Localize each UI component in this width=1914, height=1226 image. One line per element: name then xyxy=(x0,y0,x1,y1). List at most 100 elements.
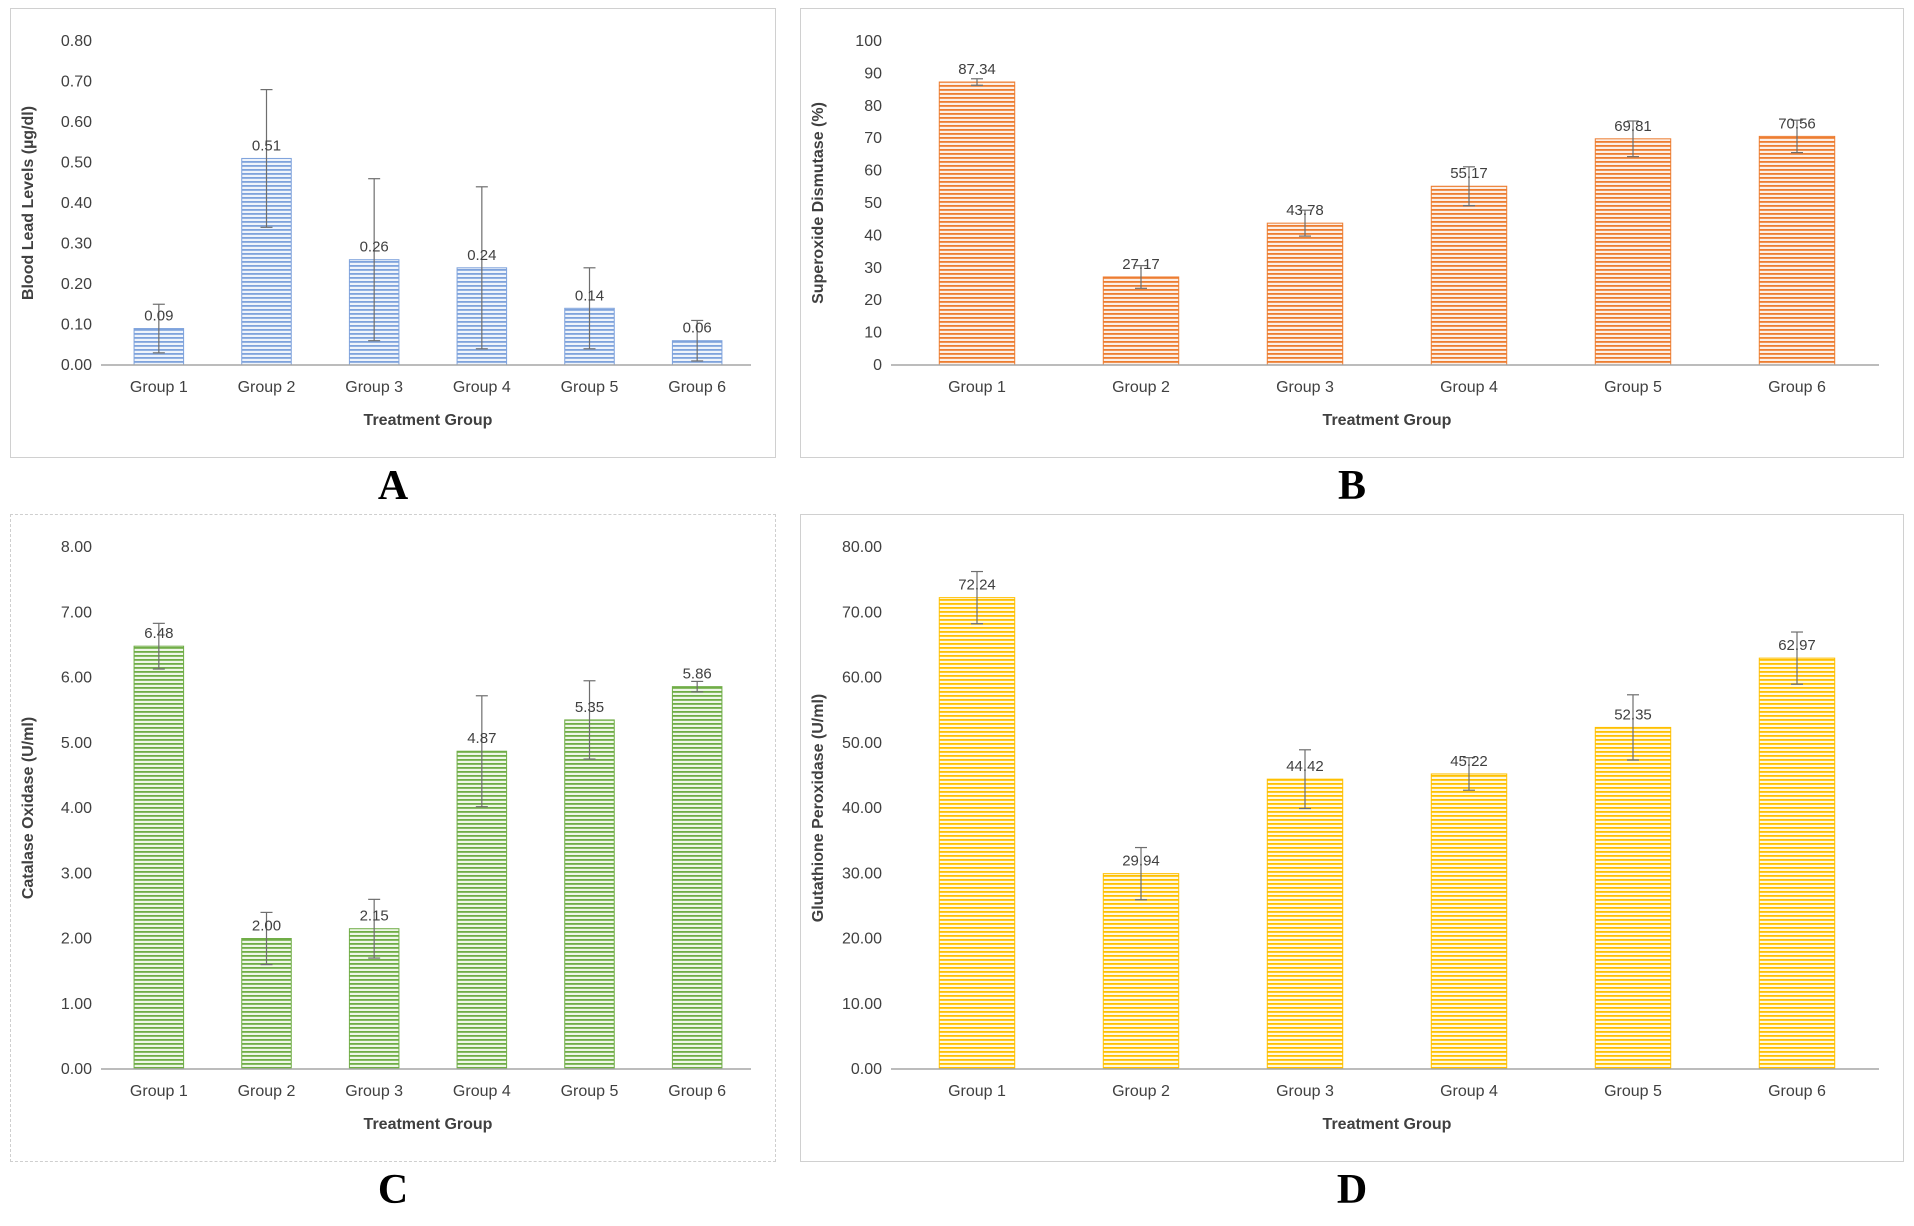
x-tick-label: Group 6 xyxy=(1768,379,1826,396)
value-label: 4.87 xyxy=(467,730,496,747)
y-tick-label: 0.60 xyxy=(61,114,92,131)
value-label: 52.35 xyxy=(1614,706,1652,723)
y-axis-title: Superoxide Dismutase (%) xyxy=(810,102,827,304)
y-axis-title: Glutathione Peroxidase (U/ml) xyxy=(810,694,827,922)
y-tick-label: 0.20 xyxy=(61,276,92,293)
bar-group-5 xyxy=(1594,726,1672,1070)
y-tick-label: 0.10 xyxy=(61,317,92,334)
error-bar xyxy=(1135,265,1147,289)
y-axis-title: Blood Lead Levels (µg/dl) xyxy=(20,106,37,300)
x-tick-label: Group 1 xyxy=(948,379,1006,396)
error-bar xyxy=(1135,846,1147,901)
y-tick-label: 10 xyxy=(864,325,882,342)
bar-group-2 xyxy=(1102,873,1180,1070)
value-label: 62.97 xyxy=(1778,637,1816,654)
y-axis-title: Catalase Oxidase (U/ml) xyxy=(20,717,37,899)
error-bar xyxy=(1463,166,1475,207)
x-tick-label: Group 3 xyxy=(345,379,403,396)
x-tick-label: Group 3 xyxy=(345,1083,403,1100)
bar-group-4 xyxy=(1430,773,1508,1070)
error-bar xyxy=(1791,631,1803,685)
panel-label-c: C xyxy=(377,1167,409,1213)
chart-svg: 0.00 1.00 2.00 3.00 4.00 5.00 6.00 7.00 8.00 Cata… xyxy=(20,539,751,1133)
error-bar xyxy=(475,186,488,350)
error-bar xyxy=(1791,119,1803,154)
panel-label-d: D xyxy=(1336,1167,1368,1213)
bar-group-6 xyxy=(1758,657,1836,1070)
value-label: 0.51 xyxy=(252,137,281,154)
x-tick-label: Group 2 xyxy=(1112,1083,1170,1100)
x-tick-label: Group 3 xyxy=(1276,1083,1334,1100)
error-bar xyxy=(475,695,488,808)
chart-svg: 0.00 10.00 20.00 30.00 40.00 50.00 60.00 70.00 8… xyxy=(810,539,1879,1133)
error-bar xyxy=(260,88,273,228)
y-tick-label: 60 xyxy=(864,163,882,180)
x-tick-label: Group 1 xyxy=(130,379,188,396)
value-label: 0.09 xyxy=(144,308,173,325)
panel-c-catalase-oxidase: 0.00 1.00 2.00 3.00 4.00 5.00 6.00 7.00 8.00 Cata… xyxy=(10,514,776,1162)
y-tick-label: 80.00 xyxy=(842,539,882,556)
chart-glutathione-peroxidase: 0.00 10.00 20.00 30.00 40.00 50.00 60.00 70.00 8… xyxy=(801,515,1903,1161)
value-label: 0.26 xyxy=(360,239,389,256)
y-tick-label: 5.00 xyxy=(61,735,92,752)
x-axis-title: Treatment Group xyxy=(364,1116,493,1133)
error-bar xyxy=(368,178,381,342)
y-tick-label: 0.00 xyxy=(61,1061,92,1078)
y-tick-label: 30.00 xyxy=(842,865,882,882)
y-tick-label: 60.00 xyxy=(842,670,882,687)
error-bar xyxy=(152,622,165,670)
x-tick-label: Group 2 xyxy=(238,379,296,396)
value-label: 69.81 xyxy=(1614,118,1652,135)
y-tick-label: 10.00 xyxy=(842,996,882,1013)
x-tick-label: Group 1 xyxy=(130,1083,188,1100)
error-bar xyxy=(691,680,704,693)
bar-group-2 xyxy=(1102,276,1180,366)
error-bar xyxy=(260,911,273,966)
bar-group-3 xyxy=(1266,778,1344,1070)
value-label: 0.24 xyxy=(467,247,496,264)
error-bar xyxy=(691,319,704,362)
value-label: 72.24 xyxy=(958,577,996,594)
error-bar xyxy=(1463,757,1475,791)
value-label: 6.48 xyxy=(144,625,173,642)
x-tick-label: Group 6 xyxy=(1768,1083,1826,1100)
value-label: 87.34 xyxy=(958,61,996,78)
x-tick-label: Group 6 xyxy=(668,379,726,396)
chart-blood-lead-levels: 0.00 0.10 0.20 0.30 0.40 0.50 0.60 0.70 0.80 Bloo… xyxy=(11,9,775,457)
y-tick-label: 70.00 xyxy=(842,604,882,621)
x-tick-label: Group 4 xyxy=(1440,379,1498,396)
panel-b-superoxide-dismutase: 0 10 20 30 40 50 60 70 80 90 100 Superoxide Dismuta… xyxy=(800,8,1904,458)
bar-group-6 xyxy=(1758,135,1836,366)
x-axis-title: Treatment Group xyxy=(364,412,493,429)
y-tick-label: 20.00 xyxy=(842,931,882,948)
x-axis-title: Treatment Group xyxy=(1323,412,1452,429)
panel-a-blood-lead: 0.00 0.10 0.20 0.30 0.40 0.50 0.60 0.70 0.80 Bloo… xyxy=(10,8,776,458)
x-tick-label: Group 2 xyxy=(1112,379,1170,396)
y-tick-label: 4.00 xyxy=(61,800,92,817)
y-tick-label: 0.50 xyxy=(61,155,92,172)
y-tick-label: 7.00 xyxy=(61,604,92,621)
y-tick-label: 20 xyxy=(864,292,882,309)
y-tick-label: 3.00 xyxy=(61,865,92,882)
y-tick-label: 0.00 xyxy=(851,1061,882,1078)
x-axis-title: Treatment Group xyxy=(1323,1116,1452,1133)
y-tick-label: 0 xyxy=(873,357,882,374)
y-tick-label: 40 xyxy=(864,227,882,244)
bar-group-4 xyxy=(1430,185,1508,366)
y-tick-label: 90 xyxy=(864,65,882,82)
y-tick-label: 0.80 xyxy=(61,33,92,50)
bar-group-5 xyxy=(1594,138,1672,366)
x-tick-label: Group 5 xyxy=(1604,1083,1662,1100)
value-label: 70.56 xyxy=(1778,115,1816,132)
value-label: 2.00 xyxy=(252,918,281,935)
y-tick-label: 6.00 xyxy=(61,670,92,687)
x-tick-label: Group 3 xyxy=(1276,379,1334,396)
error-bar xyxy=(1627,694,1639,761)
error-bar xyxy=(152,303,165,354)
error-bar xyxy=(971,570,983,625)
value-label: 43.78 xyxy=(1286,202,1324,219)
panel-label-b: B xyxy=(1337,463,1366,509)
y-tick-label: 50.00 xyxy=(842,735,882,752)
y-tick-label: 0.00 xyxy=(61,357,92,374)
value-label: 5.86 xyxy=(683,666,712,683)
